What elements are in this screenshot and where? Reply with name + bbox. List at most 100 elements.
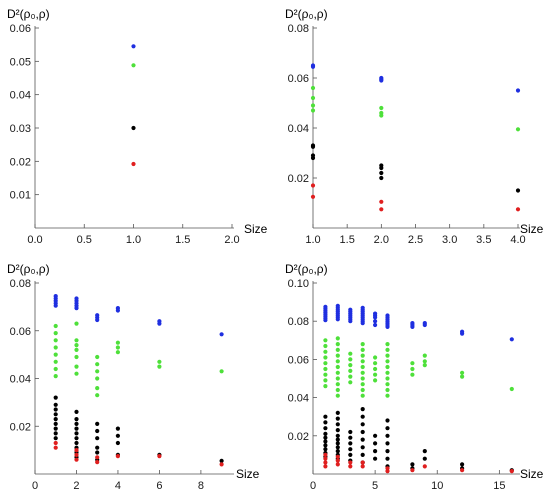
data-point-green [385,364,390,370]
data-point-green [53,323,58,329]
data-point-green [385,370,390,375]
data-point-green [323,349,328,354]
data-point-black [53,426,58,431]
x-tick-label: 2 [73,480,79,492]
data-point-black [460,462,465,467]
data-point-black [385,449,390,454]
data-point-red [157,454,162,459]
data-point-black [74,417,79,422]
data-point-green [335,393,340,398]
data-point-green [422,363,427,368]
x-tick-label: 0 [310,480,316,492]
data-point-green [348,374,353,379]
y-tick-label: 0.06 [10,326,31,338]
data-point-red [74,448,79,453]
data-point-black [323,435,328,440]
data-point-black [53,402,58,407]
data-point-green [385,376,390,381]
data-point-green [385,353,390,358]
data-point-green [348,351,353,356]
data-point-green [95,386,100,391]
data-point-green [335,353,340,358]
data-point-blue [515,88,521,93]
data-point-green [95,393,100,398]
data-point-red [219,462,224,467]
data-point-black [373,449,378,454]
data-point-blue [131,44,136,49]
data-point-blue [157,321,162,326]
data-point-black [385,441,390,446]
data-point-green [131,63,136,68]
data-point-green [323,338,328,343]
panel-bottom-right: 0.02 0.04 0.06 0.08 0.10 0 5 10 15 D²(ρ₀,ρ) Size [285,262,544,492]
data-point-black [323,439,328,444]
data-point-black [335,449,340,454]
data-point-red [74,457,79,462]
data-point-green [95,354,100,360]
data-point-blue [335,317,340,322]
data-point-red [95,460,100,465]
data-point-green [348,380,353,385]
data-point-black [335,433,340,438]
data-point-red [379,199,384,204]
data-point-red [422,464,427,469]
data-point-green [335,342,340,347]
data-point-red [460,468,465,473]
x-tick-label: 0 [32,480,38,492]
data-point-green [323,355,328,360]
data-point-green [360,347,365,352]
data-point-black [360,429,365,435]
data-point-green [460,370,465,375]
data-point-green [373,366,378,372]
data-point-green [335,370,340,375]
data-point-green [360,376,365,381]
data-point-red [74,452,79,457]
data-point-black [74,421,79,426]
data-point-green [373,361,378,366]
data-point-black [95,436,100,441]
x-tick-label: 5 [372,480,378,492]
data-point-green [95,362,100,367]
data-point-green [348,368,353,373]
data-point-black [95,428,100,434]
data-point-green [385,393,390,398]
y-tick-label: 0.04 [288,393,309,405]
data-point-red [323,464,328,469]
y-axis-title: D²(ρ₀,ρ) [285,7,328,21]
data-point-green [53,366,58,372]
data-point-blue [379,78,384,83]
data-point-green [360,370,365,375]
data-point-black [74,436,79,441]
data-point-green [310,103,316,108]
data-point-black [379,170,384,176]
data-point-green [74,354,79,360]
data-point-blue [219,332,224,337]
data-point-green [360,393,365,398]
data-point-green [74,347,79,352]
data-point-green [53,359,58,364]
y-tick-label: 0.04 [288,123,309,135]
data-point-black [410,462,415,467]
data-point-green [385,382,390,387]
data-point-black [379,175,384,181]
data-point-black [422,456,427,461]
panel-top-left: 0.01 0.02 0.03 0.04 0.05 0.06 0.0 0.5 1.0 1.5 2.0 D… [7,7,268,246]
data-point-green [310,85,316,91]
data-point-red [323,452,328,457]
data-point-black [335,410,340,415]
data-point-red [385,469,390,474]
data-point-blue [95,317,100,323]
data-point-green [310,108,316,113]
data-point-red [323,460,328,465]
data-point-green [310,95,316,101]
data-point-green [373,372,378,377]
data-point-black [373,456,378,461]
y-tick-label: 0.08 [288,316,309,328]
data-point-green [410,361,415,366]
data-point-black [74,426,79,431]
data-point-black [74,409,79,414]
data-point-blue [385,324,390,329]
data-point-green [335,336,340,341]
data-point-red [310,183,316,188]
